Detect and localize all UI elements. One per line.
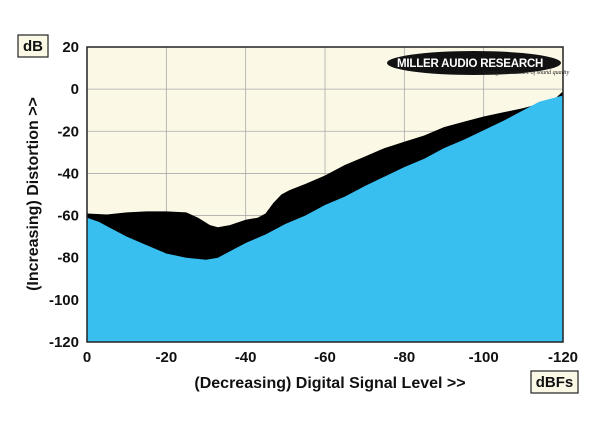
x-tick-label: -60	[314, 349, 336, 366]
miller-audio-research-logo: MILLER AUDIO RESEARCH Setting the measur…	[387, 51, 570, 76]
x-axis-tick-labels: 0 -20 -40 -60 -80 -100 -120	[83, 349, 578, 366]
y-tick-label: 20	[62, 39, 79, 56]
y-tick-label: -40	[57, 165, 79, 182]
x-tick-label: -120	[548, 349, 578, 366]
y-unit-box: dB	[17, 34, 49, 58]
logo-tagline: Setting the measure of sound quality	[482, 69, 570, 76]
y-tick-label: -20	[57, 123, 79, 140]
y-tick-label: 0	[71, 81, 79, 98]
x-tick-label: -80	[393, 349, 415, 366]
y-tick-label: -120	[49, 334, 79, 351]
plot-frame	[86, 46, 564, 343]
y-tick-label: -60	[57, 208, 79, 225]
y-axis-title: (Increasing) Distortion >>	[25, 97, 42, 291]
y-tick-label: -80	[57, 250, 79, 267]
x-tick-label: -20	[155, 349, 177, 366]
x-tick-label: 0	[83, 349, 91, 366]
y-unit-label: dB	[23, 38, 43, 55]
y-axis-tick-labels: 20 0 -20 -40 -60 -80 -100 -120	[49, 39, 79, 351]
logo-wordmark: MILLER AUDIO RESEARCH	[397, 58, 543, 70]
x-unit-label: dBFs	[536, 374, 574, 391]
x-unit-box: dBFs	[530, 370, 579, 394]
x-tick-label: -100	[469, 349, 499, 366]
lower-distortion-area	[87, 95, 563, 342]
x-axis-title: (Decreasing) Digital Signal Level >>	[194, 375, 465, 392]
x-tick-label: -40	[235, 349, 257, 366]
y-tick-label: -100	[49, 292, 79, 309]
